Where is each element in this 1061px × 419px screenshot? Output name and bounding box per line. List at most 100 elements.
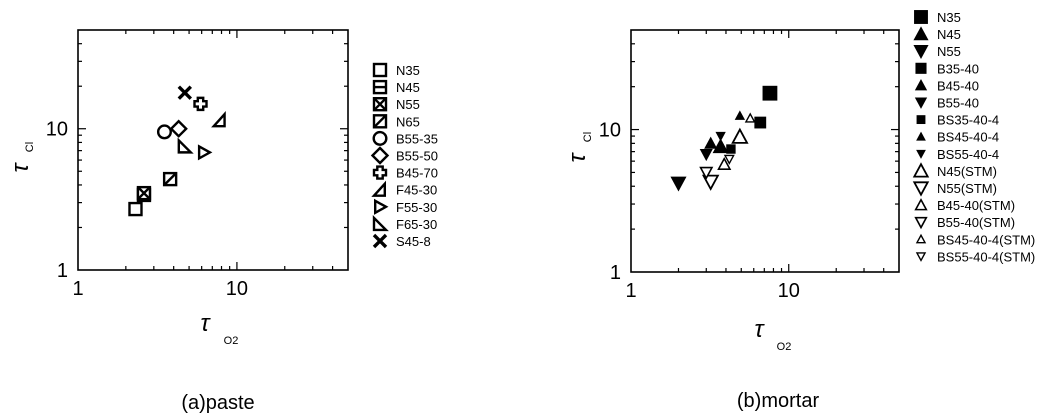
legend-label: N45(STM) [937,164,997,179]
legend-item: N45(STM) [912,162,997,179]
data-point [726,144,736,154]
legend-label: B35-40 [937,61,979,76]
legend-item: B55-35 [372,130,438,146]
legend-marker [913,26,929,41]
data-point [717,156,732,170]
legend-item: B45-40(STM) [914,198,1015,213]
legend-label: F65-30 [396,217,437,232]
data-point [128,201,143,217]
panel-caption: (b)mortar [737,390,820,412]
legend-marker [915,233,927,244]
y-axis-label-subscript: Cl [582,132,594,142]
legend-label: N55(STM) [937,181,997,196]
data-point [197,144,213,161]
plot-frame [77,29,349,271]
y-tick-label: 1 [610,262,621,284]
data-point [169,119,188,138]
legend-marker [372,114,388,129]
chart-paste: 1 10 1 10 N35 N45 N55 N65 B55-35 B55-50 B45-70 F45… [7,29,438,414]
legend-marker [370,146,390,165]
legend-item: F65-30 [372,215,437,232]
x-tick-label: 1 [625,280,636,302]
legend-label: F55-30 [396,200,437,215]
legend-marker [916,149,926,159]
legend-item: B55-40 [914,96,979,111]
legend-label: B55-50 [396,149,438,164]
plot-area: 1 10 1 10 [599,30,899,302]
legend-label: F45-30 [396,183,437,198]
data-point [731,127,749,144]
legend-item: N55 [372,96,420,112]
y-tick-label: 10 [599,120,621,142]
legend-label: BS55-40-4 [937,147,999,162]
legend-marker [914,97,928,109]
plot-frame [630,29,900,273]
panel-caption: (a)paste [181,392,254,414]
data-point [193,96,208,112]
data-point [177,137,194,154]
legend-marker [913,44,929,59]
legend-marker [371,180,386,197]
legend-marker [372,215,389,232]
legend-item: F45-30 [371,180,437,198]
x-axis-label: τ [755,316,766,343]
legend-item: B35-40 [915,61,979,76]
legend-marker [372,96,388,112]
y-tick-label: 10 [46,119,68,141]
y-axis-label-subscript: Cl [24,142,36,152]
data-point [712,138,729,154]
data-point [211,111,226,128]
data-point [162,171,178,187]
legend-marker [914,79,928,91]
data-point [715,131,726,142]
legend-item: F55-30 [374,198,437,215]
legend-label: B55-40 [937,96,979,111]
data-point [177,85,193,100]
legend-marker [914,198,928,211]
data-point [762,85,778,101]
legend-label: BS35-40-4 [937,113,999,128]
legend-label: N65 [396,114,420,129]
x-tick-label: 1 [72,278,83,300]
legend-marker [372,62,388,78]
legend-label: N45 [396,80,420,95]
legend-marker [912,162,930,178]
legend-item: S45-8 [372,233,431,249]
legend-label: N55 [396,97,420,112]
chart-mortar: 1 10 1 10 N35 N45 N55 B35-40 B45-40 B55-40 BS35-4… [564,10,1035,412]
legend-label: B45-40(STM) [937,198,1015,213]
legend-item: N45 [913,26,961,42]
legend-marker [372,79,388,95]
legend-item: BS35-40-4 [916,113,999,128]
legend: N35 N45 N55 N65 B55-35 B55-50 B45-70 F45-30 F55-… [370,62,438,249]
legend-marker [914,216,928,230]
legend-item: N55(STM) [912,181,997,197]
y-axis-label: τ [7,161,34,172]
legend-label: N35 [396,63,420,78]
data-point [701,174,720,191]
legend-item: BS55-40-4(STM) [915,249,1035,264]
legend-item: N55 [913,44,961,59]
legend-marker [372,130,388,146]
legend-label: N35 [937,10,961,25]
data-point [744,112,756,123]
legend-item: N65 [372,114,420,129]
legend-item: N35 [372,62,420,78]
data-point [699,148,713,162]
data-point [670,176,687,192]
x-axis-label-subscript: O2 [224,335,239,347]
data-point [136,185,152,201]
legend-label: B55-40(STM) [937,215,1015,230]
data-point [156,124,172,140]
data-point [754,116,767,129]
x-tick-label: 10 [778,280,800,302]
legend-item: B45-40 [914,78,979,93]
legend-label: S45-8 [396,234,431,249]
plot-area: 1 10 1 10 [46,30,348,300]
x-tick-label: 10 [226,278,248,300]
legend-marker [916,115,926,125]
x-axis-label-subscript: O2 [777,341,792,353]
data-point [734,110,746,120]
legend: N35 N45 N55 B35-40 B45-40 B55-40 BS35-40-4 BS45… [912,10,1035,264]
legend-marker [372,233,388,249]
